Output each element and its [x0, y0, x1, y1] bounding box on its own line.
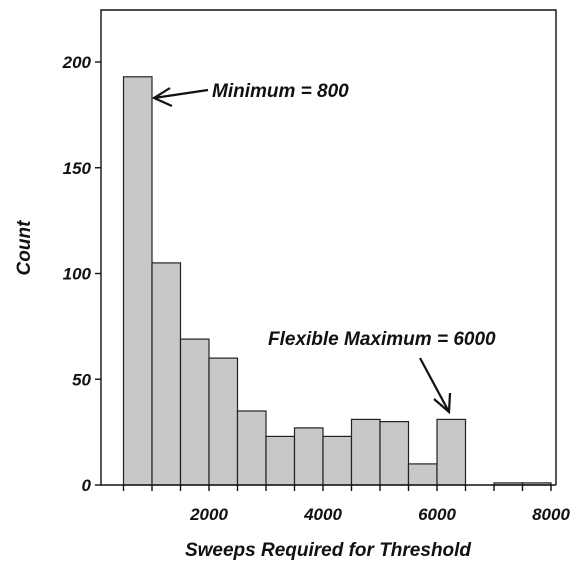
y-tick-label: 150 [63, 159, 92, 178]
x-axis-title: Sweeps Required for Threshold [185, 540, 471, 561]
annotation-maximum: Flexible Maximum = 6000 [268, 329, 496, 415]
histogram-bar [265, 435, 296, 486]
bar-group [122, 76, 552, 486]
x-tick-label: 2000 [189, 505, 228, 524]
histogram-bar [322, 435, 353, 486]
annotation-maximum-label: Flexible Maximum = 6000 [268, 329, 496, 350]
y-tick-label: 50 [72, 370, 91, 389]
x-tick-label: 6000 [418, 505, 456, 524]
annotation-minimum-label: Minimum = 800 [212, 81, 349, 102]
histogram-bar [350, 418, 381, 486]
axes [100, 9, 557, 486]
histogram-bar [436, 418, 467, 486]
histogram-bar [236, 410, 267, 486]
annotation-minimum-arrow-shaft [153, 88, 209, 100]
x-tick-label: 4000 [303, 505, 342, 524]
y-tick-label: 200 [62, 53, 92, 72]
y-axis-ticks: 0 50 100 150 200 [62, 53, 101, 495]
y-tick-label: 100 [63, 265, 92, 284]
annotation-maximum-arrow-head [433, 392, 452, 415]
histogram-bar [208, 357, 239, 486]
y-tick-label: 0 [82, 476, 92, 495]
plot-frame [100, 9, 557, 486]
annotation-maximum-arrow-shaft [419, 357, 450, 413]
histogram-bar [379, 421, 410, 486]
annotation-minimum-arrow-head [151, 87, 173, 108]
histogram-bar [151, 262, 182, 486]
x-axis-ticks: 2000 4000 6000 8000 [122, 485, 570, 524]
y-axis-title: Count [14, 220, 35, 276]
histogram-bar [293, 427, 324, 486]
histogram-bar [122, 76, 153, 486]
histogram-bar [179, 338, 210, 486]
histogram-bar [407, 463, 438, 486]
x-tick-label: 8000 [532, 505, 570, 524]
annotation-minimum: Minimum = 800 [151, 81, 349, 108]
